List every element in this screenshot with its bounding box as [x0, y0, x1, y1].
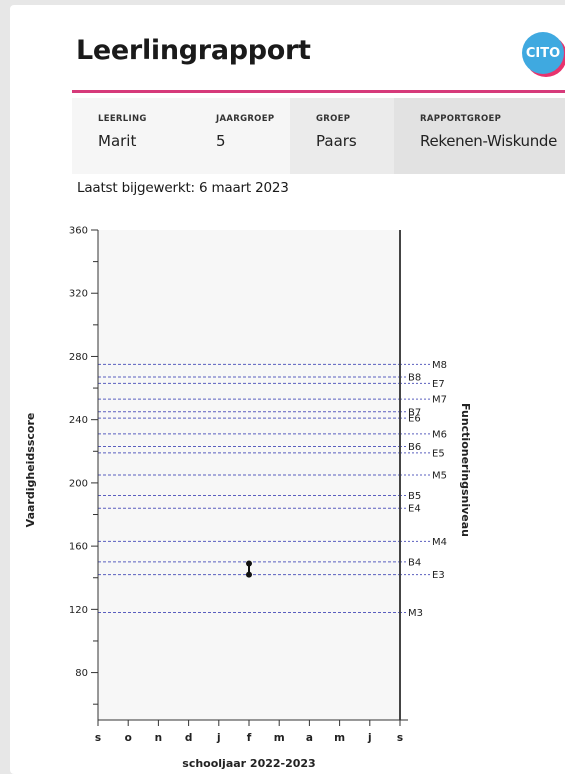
reference-label: E7 [432, 379, 445, 390]
y-tick-label: 120 [69, 605, 88, 616]
field-value: Rekenen-Wiskunde [420, 132, 558, 150]
field-jaargroep: JAARGROEP 5 [190, 98, 290, 174]
reference-label: E4 [408, 504, 421, 515]
x-tick-label: d [185, 732, 193, 744]
reference-label: B8 [408, 373, 421, 384]
x-tick-label: j [367, 732, 372, 744]
x-tick-label: n [155, 732, 162, 744]
last-updated-text: Laatst bijgewerkt: 6 maart 2023 [77, 180, 289, 196]
score-point-high [246, 560, 252, 567]
reference-label: M4 [432, 537, 447, 548]
field-label: GROEP [316, 114, 351, 124]
reference-label: M7 [432, 395, 447, 406]
student-info-bar: LEERLING Marit JAARGROEP 5 GROEP Paars R… [72, 98, 565, 174]
reference-label: E3 [432, 570, 445, 581]
score-point-low [246, 571, 252, 578]
reference-label: M6 [432, 429, 447, 440]
field-value: Paars [316, 132, 357, 150]
y-tick-label: 80 [75, 668, 88, 679]
reference-label: M3 [408, 608, 423, 619]
x-tick-label: s [397, 732, 403, 744]
x-tick-label: m [274, 732, 285, 744]
y-tick-label: 280 [69, 352, 88, 363]
field-leerling: LEERLING Marit [72, 98, 190, 174]
field-label: RAPPORTGROEP [420, 114, 502, 124]
y-tick-label: 200 [69, 478, 88, 489]
right-axis-title: Functioneringsniveau [459, 403, 472, 537]
y-axis-title: Vaardigheidsscore [24, 413, 37, 528]
x-tick-label: m [334, 732, 345, 744]
reference-label: B7 [408, 407, 421, 418]
reference-label: M5 [432, 471, 447, 482]
x-tick-label: s [95, 732, 101, 744]
reference-label: M8 [432, 360, 447, 371]
reference-label: B4 [408, 557, 421, 568]
reference-label: E5 [432, 448, 445, 459]
x-tick-label: j [216, 732, 221, 744]
y-tick-label: 360 [69, 226, 88, 237]
x-axis-title: schooljaar 2022-2023 [182, 757, 315, 770]
reference-label: E6 [408, 414, 421, 425]
field-value: Marit [98, 132, 137, 150]
x-tick-label: o [125, 732, 132, 744]
x-tick-label: f [247, 732, 252, 744]
cito-logo: CITO [522, 32, 564, 74]
y-tick-label: 240 [69, 415, 88, 426]
field-groep: GROEP Paars [290, 98, 394, 174]
field-rapportgroep: RAPPORTGROEP Rekenen-Wiskunde [394, 98, 565, 174]
y-tick-label: 320 [69, 289, 88, 300]
field-label: JAARGROEP [216, 114, 275, 124]
reference-label: B6 [408, 442, 421, 453]
accent-divider [72, 90, 565, 93]
page-title: Leerlingrapport [76, 35, 311, 66]
reference-label: B5 [408, 491, 421, 502]
field-value: 5 [216, 132, 226, 150]
x-tick-label: a [306, 732, 313, 744]
y-tick-label: 160 [69, 542, 88, 553]
field-label: LEERLING [98, 114, 147, 124]
